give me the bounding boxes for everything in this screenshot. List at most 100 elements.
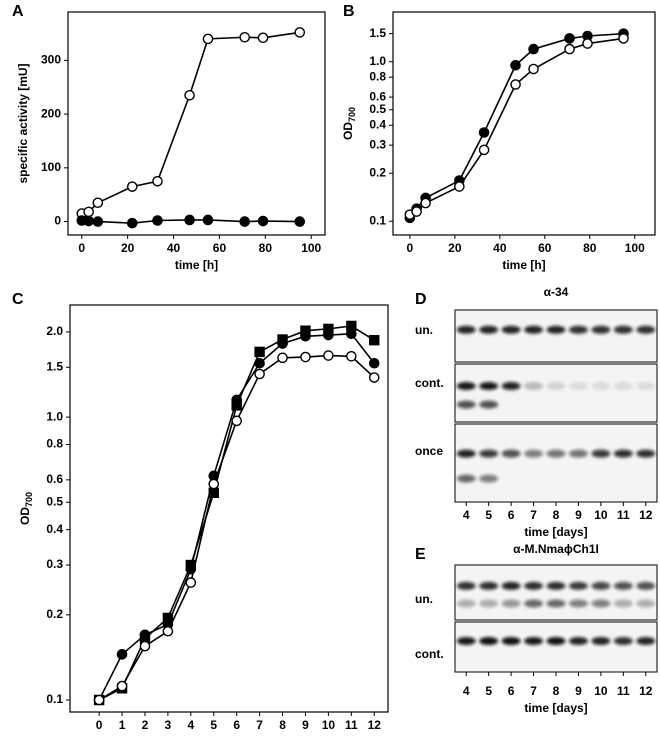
panel-label: B (343, 3, 355, 20)
data-point (300, 351, 311, 363)
blot-band (524, 449, 543, 458)
y-axis-label-sub: 700 (24, 492, 34, 507)
data-point (300, 331, 311, 342)
panel-label: A (12, 3, 24, 20)
data-point (202, 33, 214, 45)
data-point (454, 181, 465, 192)
x-tick-label: 3 (165, 718, 172, 732)
data-point (239, 31, 250, 43)
data-point (478, 144, 490, 156)
panel-label: E (415, 546, 426, 563)
data-point (277, 352, 288, 364)
x-tick-label: 100 (625, 241, 645, 255)
blot-band (456, 449, 476, 458)
blot-band (569, 325, 588, 334)
blot-band (636, 599, 656, 608)
blot-band (636, 382, 656, 391)
y-tick-label: 1.5 (46, 359, 63, 373)
data-point (257, 32, 269, 44)
blot-band (569, 599, 588, 608)
blot-band (479, 581, 499, 590)
blot-x-label: time [days] (524, 525, 587, 539)
data-point (618, 33, 629, 44)
data-point (564, 43, 575, 55)
x-tick-label: 0 (78, 241, 85, 255)
data-point (478, 127, 490, 138)
y-tick-label: 0.3 (369, 137, 386, 151)
blot-band (456, 325, 476, 334)
y-axis-label-main: OD (18, 507, 32, 525)
lane-label: 12 (639, 508, 653, 522)
blot-band (456, 400, 476, 409)
blot-band (456, 581, 476, 590)
blot-band (613, 325, 633, 334)
data-point (116, 649, 128, 660)
data-point (126, 217, 138, 229)
data-point (323, 350, 334, 361)
lane-label: 9 (575, 508, 582, 522)
data-point (126, 181, 138, 192)
blot-band (546, 325, 566, 334)
data-point (83, 206, 94, 218)
data-point (139, 629, 151, 641)
blot-band (479, 474, 499, 483)
panel-label: C (12, 291, 24, 308)
lane-label: 7 (530, 684, 537, 698)
data-point (185, 577, 197, 588)
data-point (239, 216, 250, 227)
blot-row-label: un. (415, 592, 433, 606)
blot-band (569, 382, 588, 391)
lane-label: 4 (463, 684, 470, 698)
blot-band (479, 637, 499, 645)
blot-band (524, 637, 543, 645)
blot-band (591, 449, 611, 458)
data-point (202, 214, 214, 226)
blot-x-label: time [days] (524, 701, 587, 715)
y-tick-label: 0.1 (369, 213, 386, 227)
blot-band (501, 581, 521, 590)
data-point (152, 215, 163, 226)
blot-title: α-M.NmaϕCh1I (513, 542, 599, 556)
lane-label: 12 (639, 684, 653, 698)
data-point (528, 63, 539, 75)
x-tick-label: 9 (302, 718, 309, 732)
blot-band (636, 581, 656, 590)
data-point (510, 79, 521, 90)
x-tick-label: 11 (345, 718, 358, 732)
y-tick-label: 0.5 (369, 102, 386, 116)
lane-label: 10 (594, 508, 608, 522)
data-point (162, 625, 174, 637)
blot-band (479, 325, 499, 334)
y-tick-label: 0.1 (46, 692, 63, 706)
blot-band (636, 637, 656, 645)
blot-band (591, 637, 611, 645)
lane-label: 8 (553, 684, 560, 698)
blot-band (479, 449, 499, 458)
lane-label: 5 (485, 684, 492, 698)
data-point (152, 175, 163, 187)
data-point (420, 197, 431, 209)
blot-band (501, 449, 521, 458)
y-axis-label-main: OD (341, 122, 355, 140)
x-tick-label: 40 (167, 241, 181, 255)
blot-strip (454, 309, 658, 363)
data-point (93, 694, 105, 706)
x-tick-label: 5 (210, 718, 217, 732)
blot-band (546, 449, 566, 458)
blot-band (501, 637, 521, 645)
data-point (582, 38, 593, 49)
data-point (92, 197, 104, 209)
blot-band (546, 581, 566, 590)
lane-label: 10 (594, 684, 608, 698)
data-point (254, 368, 265, 380)
blot-band (456, 382, 476, 391)
data-point (208, 487, 219, 499)
panel-label: D (415, 291, 427, 308)
blot-band (456, 474, 476, 483)
data-point (231, 394, 242, 406)
data-point (184, 214, 195, 226)
data-point (346, 328, 357, 340)
x-axis-label: time [h] (502, 258, 545, 272)
blot-band (591, 599, 611, 608)
